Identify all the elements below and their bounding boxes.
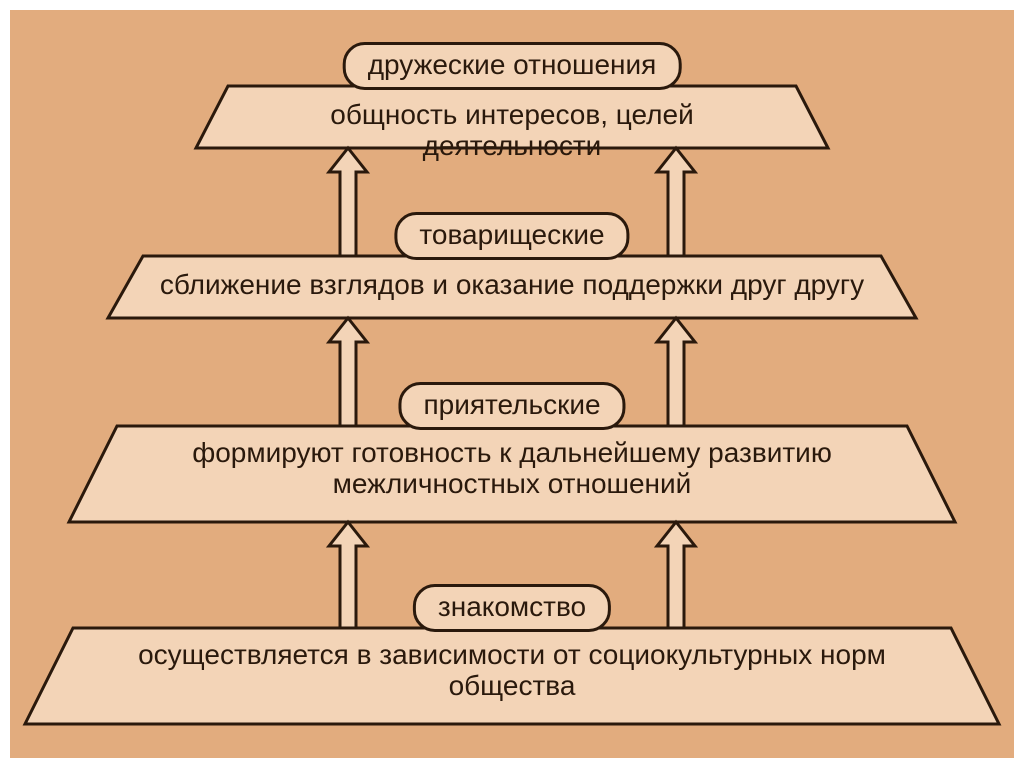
level-pill-3: знакомство [413,584,611,632]
level-pill-0: дружеские отношения [343,42,682,90]
level-pill-2: приятельские [398,382,625,430]
diagram-canvas: общность интересов, целей деятельности др… [10,10,1014,758]
level-pill-1: товарищеские [394,212,629,260]
level-body-3: осуществляется в зависимости от социокул… [83,640,941,702]
level-body-0: общность интересов, целей деятельности [238,100,786,162]
level-body-1: сближение взглядов и оказание поддержки … [153,270,871,301]
level-body-2: формируют готовность к дальнейшему разви… [127,438,897,500]
